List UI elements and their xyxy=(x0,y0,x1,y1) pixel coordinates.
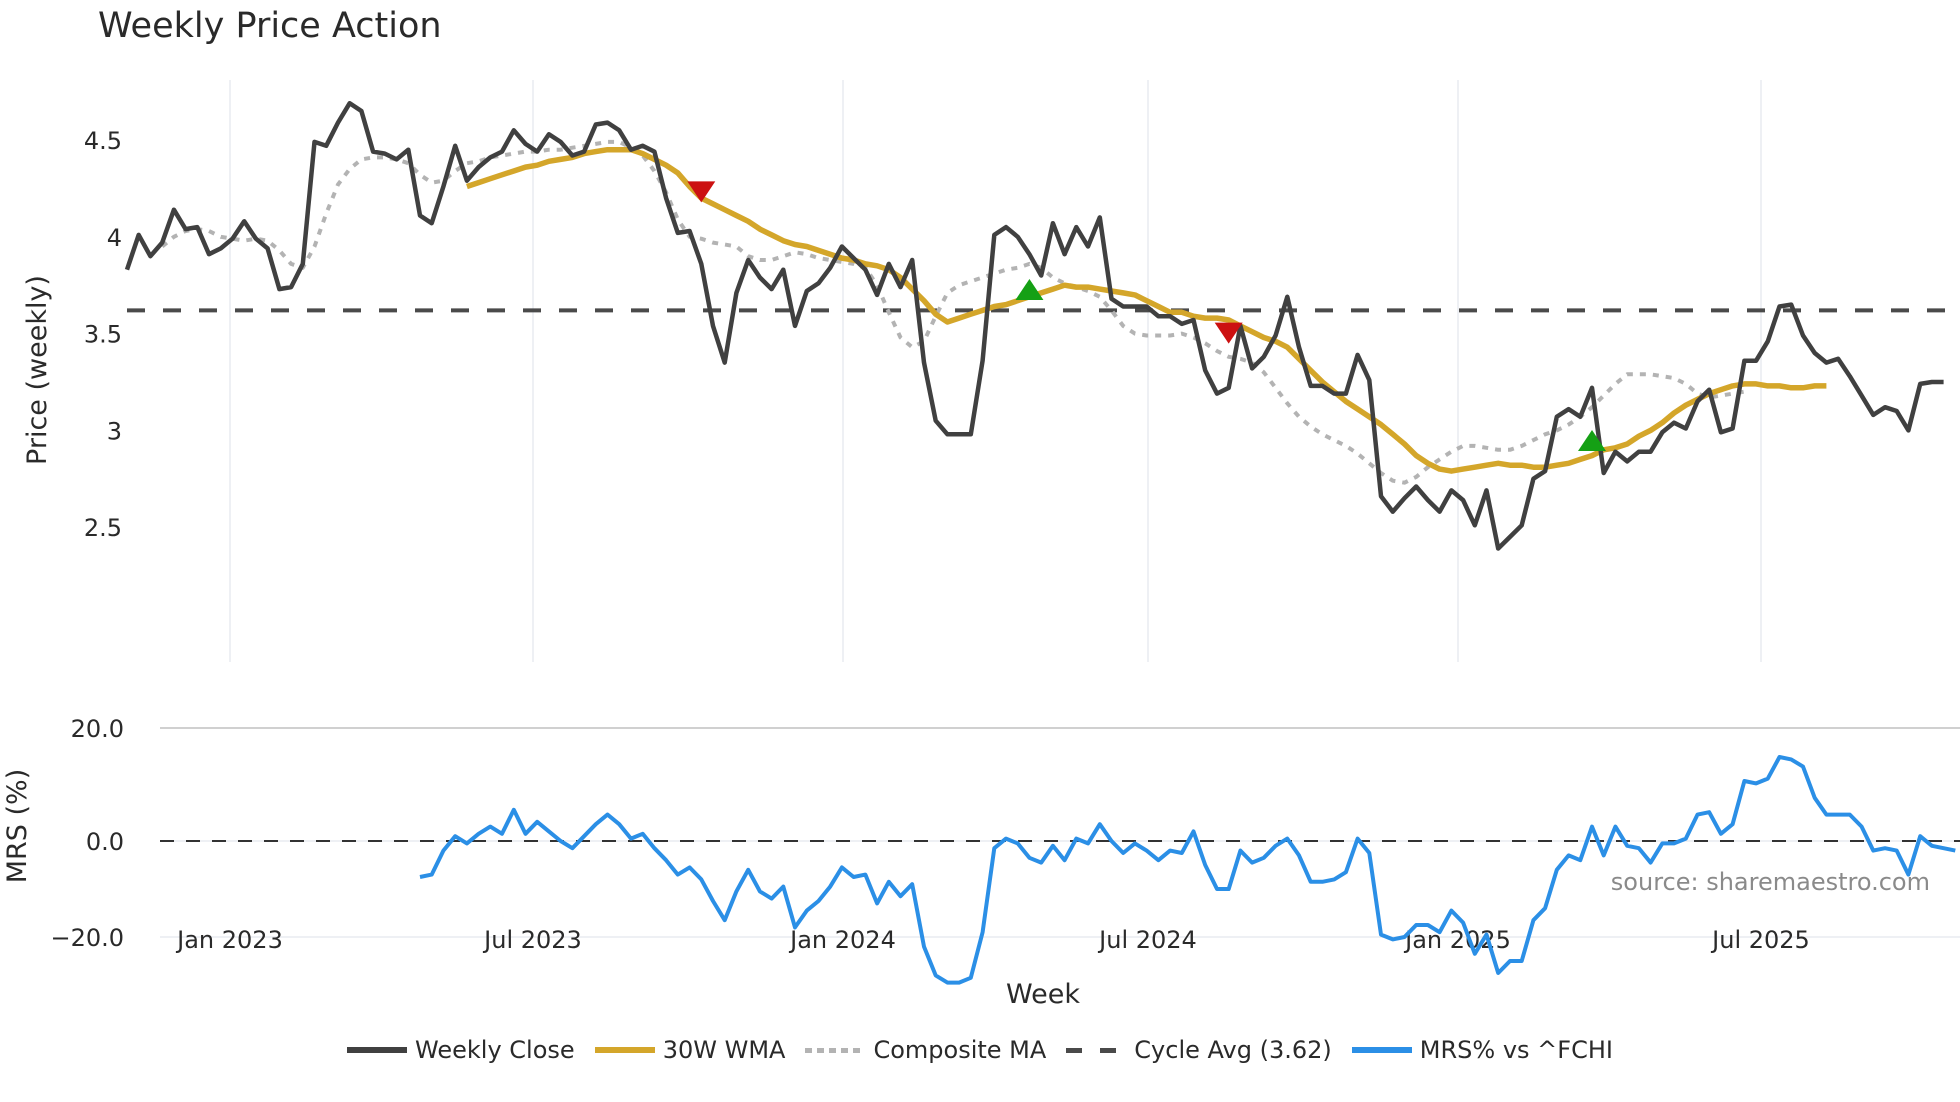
legend-item[interactable]: Weekly Close xyxy=(347,1036,575,1064)
legend-item[interactable]: MRS% vs ^FCHI xyxy=(1351,1036,1613,1064)
y-tick-label: 4 xyxy=(107,224,122,252)
composite-ma-line xyxy=(160,139,1745,485)
mrs-y-axis-title: MRS (%) xyxy=(2,769,33,884)
legend-label: MRS% vs ^FCHI xyxy=(1419,1036,1613,1064)
mrs-vs-fchi-line xyxy=(419,755,1956,985)
legend-item[interactable]: Composite MA xyxy=(805,1036,1046,1064)
mrs-tick-label: 20.0 xyxy=(71,715,124,743)
chart-title: Weekly Price Action xyxy=(98,6,442,46)
x-tick-label: Jan 2024 xyxy=(788,926,896,954)
legend-swatch-icon xyxy=(1351,1047,1412,1053)
legend-swatch-icon xyxy=(347,1047,408,1053)
legend: Weekly Close 30W WMA Composite MA Cycle Avg… xyxy=(0,1036,1960,1064)
x-tick-label: Jan 2025 xyxy=(1403,926,1511,954)
x-tick-label: Jul 2023 xyxy=(482,926,582,954)
sell-signal-triangle-down-icon xyxy=(687,181,716,203)
signal-markers xyxy=(687,181,1606,452)
legend-item[interactable]: 30W WMA xyxy=(594,1036,786,1064)
legend-swatch-icon xyxy=(1066,1047,1127,1053)
y-tick-label: 2.5 xyxy=(84,514,122,542)
legend-swatch-icon xyxy=(594,1047,655,1053)
legend-label: Weekly Close xyxy=(415,1036,575,1064)
x-axis: Jan 2023 Jul 2023 Jan 2024 Jul 2024 Jan 2025… xyxy=(175,926,1810,954)
sell-signal-triangle-down-icon xyxy=(1214,322,1243,344)
legend-swatch-icon xyxy=(805,1047,866,1053)
x-tick-label: Jul 2024 xyxy=(1097,926,1197,954)
legend-item[interactable]: Cycle Avg (3.62) xyxy=(1066,1036,1332,1064)
mrs-tick-label: −20.0 xyxy=(50,924,124,952)
mrs-tick-label: 0.0 xyxy=(86,828,124,856)
legend-label: Composite MA xyxy=(873,1036,1047,1064)
source-label: source: sharemaestro.com xyxy=(1611,868,1930,896)
weekly-close-line xyxy=(124,100,1944,551)
mrs-y-axis: −20.0 0.0 20.0 xyxy=(50,715,124,952)
buy-signal-triangle-up-icon xyxy=(1578,430,1606,452)
x-tick-label: Jan 2023 xyxy=(175,926,283,954)
price-y-axis-title: Price (weekly) xyxy=(22,275,53,465)
legend-label: Cycle Avg (3.62) xyxy=(1134,1036,1332,1064)
x-axis-title: Week xyxy=(1006,979,1080,1010)
plot-lines xyxy=(124,100,1960,985)
buy-signal-triangle-up-icon xyxy=(1015,279,1044,301)
price-y-axis: 2.5 3 3.5 4 4.5 xyxy=(84,127,122,542)
y-tick-label: 4.5 xyxy=(84,127,122,155)
y-tick-label: 3 xyxy=(107,417,122,445)
x-tick-label: Jul 2025 xyxy=(1710,926,1810,954)
grid-lines xyxy=(160,80,1960,938)
legend-label: 30W WMA xyxy=(662,1036,786,1064)
y-tick-label: 3.5 xyxy=(84,321,122,349)
